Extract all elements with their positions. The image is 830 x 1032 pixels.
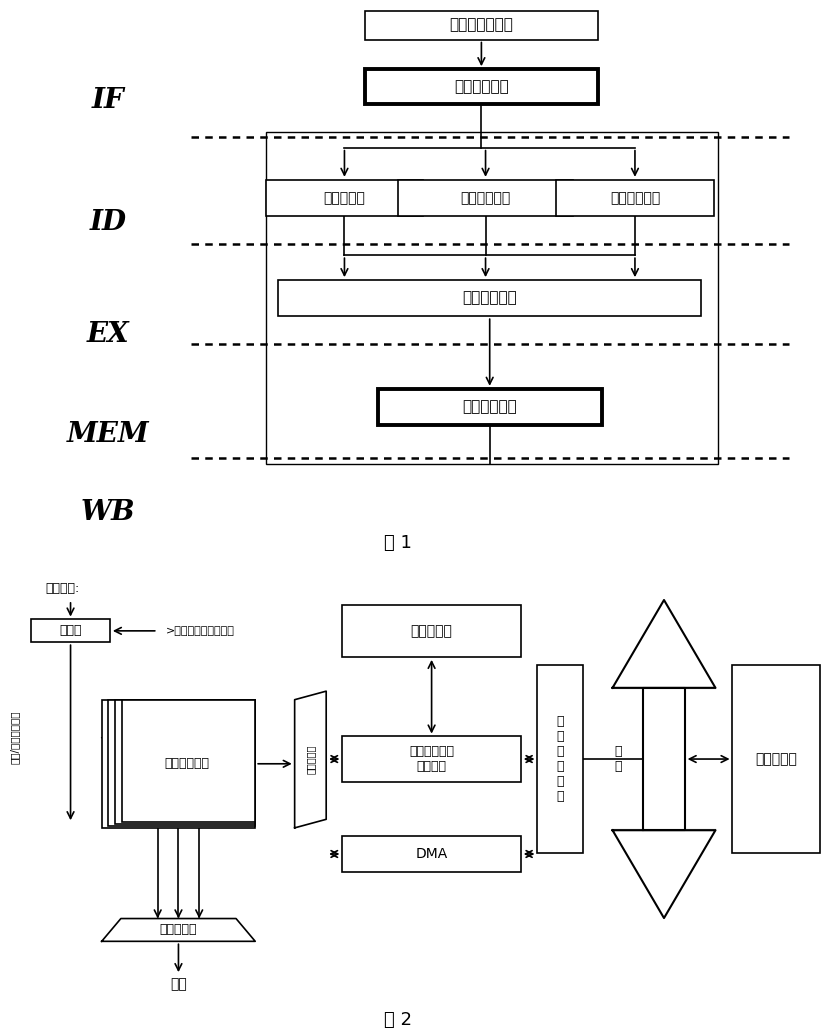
Bar (343, 836, 521, 872)
Text: 多路选择器: 多路选择器 (159, 924, 198, 936)
Text: 高速暂存单元: 高速暂存单元 (164, 757, 209, 770)
Text: >高速缓存虚拟基地址: >高速缓存虚拟基地址 (166, 625, 235, 636)
Text: 高速缓存硬件
回填逻辑: 高速缓存硬件 回填逻辑 (409, 745, 454, 773)
Bar (32, 619, 110, 642)
Bar (108, 700, 256, 826)
Bar (101, 700, 256, 828)
Bar (398, 180, 573, 216)
Text: EX: EX (86, 321, 129, 348)
Text: 发送接收器: 发送接收器 (305, 745, 315, 774)
Text: 指令译码单元: 指令译码单元 (461, 191, 510, 204)
Bar (538, 666, 583, 852)
Bar (278, 280, 701, 316)
Polygon shape (613, 830, 715, 918)
Polygon shape (295, 691, 326, 828)
Bar (266, 132, 718, 463)
Bar (365, 69, 598, 103)
Text: 虚拟地址:: 虚拟地址: (46, 582, 80, 594)
Text: 数据: 数据 (170, 977, 187, 992)
Text: 数据高速暂存: 数据高速暂存 (462, 399, 517, 414)
Bar (365, 10, 598, 39)
Bar (556, 180, 714, 216)
Text: 寄存器单元: 寄存器单元 (324, 191, 365, 204)
Bar (121, 700, 256, 823)
Text: 指令发射单元: 指令发射单元 (610, 191, 660, 204)
Text: 总
线: 总 线 (614, 745, 622, 773)
Text: 总
线
接
口
单
元: 总 线 接 口 单 元 (556, 715, 564, 803)
Bar (343, 737, 521, 781)
Polygon shape (101, 918, 256, 941)
Text: 图 2: 图 2 (384, 1011, 413, 1029)
Text: 图 1: 图 1 (384, 535, 413, 552)
Text: 片外存储器: 片外存储器 (755, 752, 797, 766)
Text: ID: ID (90, 209, 126, 236)
Text: 指令高速暂存: 指令高速暂存 (454, 78, 509, 94)
Text: 算术逻辑单元: 算术逻辑单元 (462, 291, 517, 305)
Text: IF: IF (91, 87, 124, 114)
Bar (733, 666, 820, 852)
Bar (266, 180, 423, 216)
Text: 比较器: 比较器 (59, 624, 82, 638)
Text: MEM: MEM (66, 421, 149, 448)
Text: 高速缓存器: 高速缓存器 (411, 624, 452, 638)
Bar (378, 389, 602, 425)
Text: WB: WB (81, 499, 135, 526)
Bar (115, 700, 256, 825)
Polygon shape (643, 687, 685, 830)
Text: DMA: DMA (416, 847, 447, 861)
Polygon shape (613, 600, 715, 687)
Text: 命中/缺失判断信号: 命中/缺失判断信号 (10, 711, 20, 765)
Text: 指令地址发生器: 指令地址发生器 (450, 18, 513, 33)
Bar (343, 605, 521, 657)
